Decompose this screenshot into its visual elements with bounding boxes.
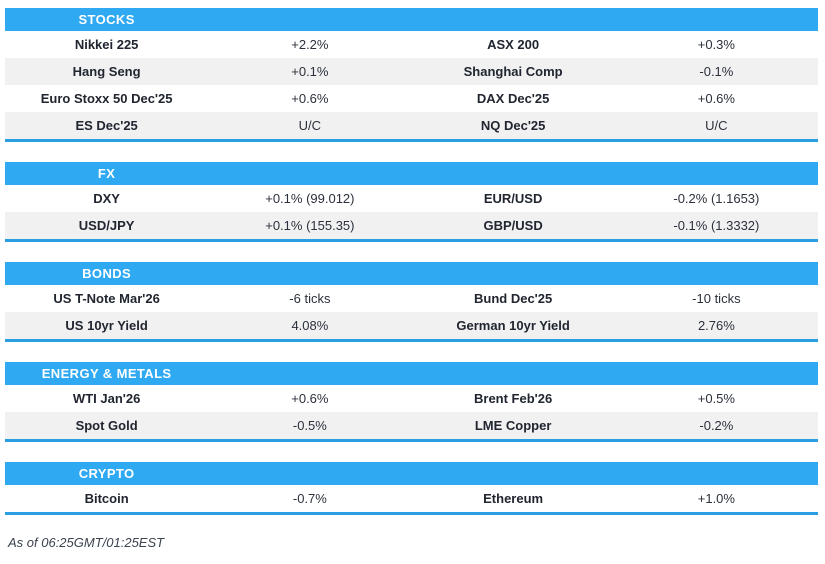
- section-title: FX: [97, 166, 116, 181]
- instrument-name: US T-Note Mar'26: [53, 291, 160, 306]
- instrument-name: Nikkei 225: [74, 37, 139, 52]
- as-of-timestamp: As of 06:25GMT/01:25EST: [8, 535, 165, 550]
- instrument-name: DXY: [93, 191, 120, 206]
- section-header: BONDS: [5, 262, 818, 285]
- section-title: CRYPTO: [78, 466, 135, 481]
- instrument-change: -0.2%: [699, 418, 734, 433]
- table-row: USD/JPY +0.1% (155.35) GBP/USD -0.1% (1.333…: [5, 212, 818, 239]
- instrument-change: -0.7%: [292, 491, 327, 506]
- section-header: STOCKS: [5, 8, 818, 31]
- section-title: BONDS: [82, 266, 132, 281]
- table-row: Euro Stoxx 50 Dec'25 +0.6% DAX Dec'25 +0.6%: [5, 85, 818, 112]
- instrument-name: Shanghai Comp: [463, 64, 563, 79]
- instrument-name: LME Copper: [474, 418, 552, 433]
- market-tables: STOCKS Nikkei 225 +2.2% ASX 200 +0.3% Hang Se…: [5, 8, 818, 515]
- table-row: US T-Note Mar'26 -6 ticks Bund Dec'25 -10 t…: [5, 285, 818, 312]
- instrument-name: US 10yr Yield: [65, 318, 148, 333]
- instrument-change: -0.1%: [699, 64, 734, 79]
- instrument-change: +0.6%: [697, 91, 735, 106]
- instrument-change: +0.1%: [291, 64, 329, 79]
- instrument-name: GBP/USD: [483, 218, 543, 233]
- section-title: ENERGY & METALS: [41, 366, 172, 381]
- market-table-stocks: STOCKS Nikkei 225 +2.2% ASX 200 +0.3% Hang Se…: [5, 8, 818, 142]
- table-row: US 10yr Yield 4.08% German 10yr Yield 2.76%: [5, 312, 818, 339]
- instrument-name: Brent Feb'26: [474, 391, 553, 406]
- table-row: Nikkei 225 +2.2% ASX 200 +0.3%: [5, 31, 818, 58]
- table-row: Spot Gold -0.5% LME Copper -0.2%: [5, 412, 818, 439]
- table-row: Bitcoin -0.7% Ethereum +1.0%: [5, 485, 818, 512]
- instrument-change: +0.3%: [697, 37, 735, 52]
- table-row: ES Dec'25 U/C NQ Dec'25 U/C: [5, 112, 818, 139]
- section-header: FX: [5, 162, 818, 185]
- instrument-change: -0.1% (1.3332): [673, 218, 760, 233]
- instrument-change: -0.2% (1.1653): [673, 191, 760, 206]
- instrument-change: -10 ticks: [692, 291, 741, 306]
- instrument-name: Hang Seng: [72, 64, 141, 79]
- instrument-change: +0.6%: [291, 391, 329, 406]
- instrument-change: +1.0%: [697, 491, 735, 506]
- instrument-name: DAX Dec'25: [476, 91, 550, 106]
- instrument-name: German 10yr Yield: [456, 318, 570, 333]
- instrument-change: 4.08%: [291, 318, 329, 333]
- instrument-name: ASX 200: [487, 37, 540, 52]
- instrument-change: +0.6%: [291, 91, 329, 106]
- instrument-change: +2.2%: [291, 37, 329, 52]
- instrument-change: +0.5%: [697, 391, 735, 406]
- instrument-change: -6 ticks: [289, 291, 331, 306]
- instrument-name: EUR/USD: [483, 191, 543, 206]
- instrument-change: +0.1% (155.35): [265, 218, 355, 233]
- instrument-name: NQ Dec'25: [480, 118, 546, 133]
- market-snapshot: STOCKS Nikkei 225 +2.2% ASX 200 +0.3% Hang Se…: [5, 8, 818, 550]
- instrument-name: Bitcoin: [84, 491, 129, 506]
- market-table-bonds: BONDS US T-Note Mar'26 -6 ticks Bund Dec'25…: [5, 262, 818, 342]
- instrument-change: -0.5%: [292, 418, 327, 433]
- instrument-name: Bund Dec'25: [474, 291, 553, 306]
- instrument-change: U/C: [705, 118, 728, 133]
- instrument-name: Ethereum: [483, 491, 544, 506]
- table-row: DXY +0.1% (99.012) EUR/USD -0.2% (1.1653): [5, 185, 818, 212]
- instrument-name: USD/JPY: [78, 218, 135, 233]
- table-row: WTI Jan'26 +0.6% Brent Feb'26 +0.5%: [5, 385, 818, 412]
- instrument-name: Euro Stoxx 50 Dec'25: [40, 91, 173, 106]
- market-table-energy-metals: ENERGY & METALS WTI Jan'26 +0.6% Brent Feb'…: [5, 362, 818, 442]
- instrument-change: U/C: [298, 118, 322, 133]
- market-table-fx: FX DXY +0.1% (99.012) EUR/USD -0.2% (1.1653)…: [5, 162, 818, 242]
- instrument-name: WTI Jan'26: [72, 391, 141, 406]
- instrument-change: 2.76%: [697, 318, 735, 333]
- market-table-crypto: CRYPTO Bitcoin -0.7% Ethereum +1.0%: [5, 462, 818, 515]
- instrument-change: +0.1% (99.012): [265, 191, 355, 206]
- table-row: Hang Seng +0.1% Shanghai Comp -0.1%: [5, 58, 818, 85]
- section-header: CRYPTO: [5, 462, 818, 485]
- section-header: ENERGY & METALS: [5, 362, 818, 385]
- instrument-name: ES Dec'25: [75, 118, 138, 133]
- instrument-name: Spot Gold: [75, 418, 138, 433]
- section-title: STOCKS: [78, 12, 135, 27]
